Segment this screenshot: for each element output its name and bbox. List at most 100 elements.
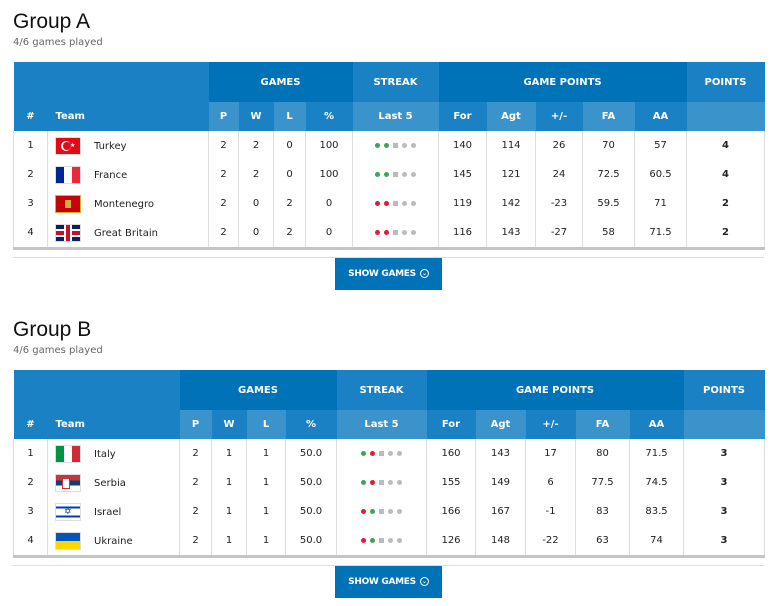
team-name[interactable]: Italy [94,448,116,460]
streak [336,468,427,497]
points-header: POINTS [686,62,765,102]
p: 2 [208,218,239,249]
flag-turkey-icon: ★ [56,137,80,154]
col-header-num[interactable]: # [13,102,48,131]
rank: 3 [13,189,48,218]
flag-france-icon [56,166,80,183]
diff: -22 [525,526,576,557]
fa: 72.5 [582,160,635,189]
streak-dot [384,200,389,206]
streak-dot [370,537,375,543]
team-name[interactable]: Great Britain [94,227,158,239]
team-cell[interactable]: ★ Turkey [47,131,209,160]
for: 145 [438,160,487,189]
team-name[interactable]: Israel [94,506,122,518]
team-name[interactable]: Serbia [94,477,126,489]
table-row[interactable]: 4 Ukraine 2 1 1 50.0 126 148 -22 63 74 3 [13,526,766,557]
col-header-last5[interactable]: Last 5 [336,410,427,439]
col-header-fa[interactable]: FA [575,410,630,439]
col-header-w[interactable]: W [211,410,247,439]
team-cell[interactable]: Montenegro [47,189,209,218]
streak-dot [397,508,402,514]
streak-dot [384,142,389,148]
col-header-last5[interactable]: Last 5 [352,102,439,131]
streak-dot [402,200,407,206]
agt: 148 [475,526,526,557]
flag-israel-icon: ✡ [56,503,80,520]
col-header-fa[interactable]: FA [582,102,635,131]
l: 1 [246,468,286,497]
points: 3 [683,439,766,468]
col-header-p[interactable]: P [179,410,212,439]
show-games-button[interactable]: SHOW GAMES ⌄ [335,566,442,598]
streak-dot [402,142,407,148]
l: 1 [246,526,286,557]
col-header-l[interactable]: L [246,410,286,439]
col-header-diff[interactable]: +/- [525,410,576,439]
col-header-team[interactable]: Team [47,102,209,131]
for: 126 [426,526,476,557]
w: 1 [211,468,247,497]
show-games-label: SHOW GAMES [348,269,416,279]
l: 2 [273,189,306,218]
col-header-aa[interactable]: AA [634,102,687,131]
aa: 74.5 [628,468,685,497]
team-cell[interactable]: Italy [47,439,180,468]
streak-dot [375,171,380,177]
fa: 77.5 [575,468,630,497]
col-header-pct[interactable]: % [305,102,353,131]
p: 2 [208,189,239,218]
table-row[interactable]: 1 ★ Turkey 2 2 0 100 140 114 26 70 57 4 [13,131,766,160]
table-row[interactable]: 2 France 2 2 0 100 145 121 24 72.5 60.5 4 [13,160,766,189]
col-header-aa[interactable]: AA [629,410,684,439]
agt: 167 [475,497,526,526]
for: 155 [426,468,476,497]
col-header-p[interactable]: P [208,102,239,131]
for: 140 [438,131,487,160]
team-cell[interactable]: Ukraine [47,526,180,557]
group-title: Group A [13,10,91,33]
team-name[interactable]: Turkey [94,140,127,152]
w: 2 [238,131,274,160]
show-games-label: SHOW GAMES [348,577,416,587]
col-header-l[interactable]: L [273,102,306,131]
team-cell[interactable]: Serbia [47,468,180,497]
streak-dot [402,171,407,177]
col-header-team[interactable]: Team [47,410,180,439]
pct: 50.0 [285,526,337,557]
table-row[interactable]: 2 Serbia 2 1 1 50.0 155 149 6 77.5 74.5 3 [13,468,766,497]
col-header-for[interactable]: For [426,410,476,439]
team-cell[interactable]: Great Britain [47,218,209,249]
team-cell[interactable]: France [47,160,209,189]
streak-dot [384,171,389,177]
pct: 50.0 [285,468,337,497]
col-header-agt[interactable]: Agt [486,102,536,131]
streak-dot [379,537,384,543]
p: 2 [208,131,239,160]
agt: 149 [475,468,526,497]
col-header-pct[interactable]: % [285,410,337,439]
show-games-button[interactable]: SHOW GAMES ⌄ [335,258,442,290]
agt: 142 [486,189,536,218]
team-name[interactable]: Montenegro [94,198,155,210]
flag-gb-icon [56,224,80,241]
rank: 2 [13,468,48,497]
team-name[interactable]: France [94,169,128,181]
streak [336,497,427,526]
streak-dot [397,450,402,456]
col-header-diff[interactable]: +/- [535,102,583,131]
streak-dot [393,142,398,148]
table-row[interactable]: 1 Italy 2 1 1 50.0 160 143 17 80 71.5 3 [13,439,766,468]
col-header-num[interactable]: # [13,410,48,439]
table-row[interactable]: 3 ✡ Israel 2 1 1 50.0 166 167 -1 83 83.5 3 [13,497,766,526]
col-header-for[interactable]: For [438,102,487,131]
game-points-header: GAME POINTS [426,370,684,410]
col-header-agt[interactable]: Agt [475,410,526,439]
col-header-w[interactable]: W [238,102,274,131]
streak-dot [411,200,416,206]
team-name[interactable]: Ukraine [94,535,133,547]
team-cell[interactable]: ✡ Israel [47,497,180,526]
l: 2 [273,218,306,249]
